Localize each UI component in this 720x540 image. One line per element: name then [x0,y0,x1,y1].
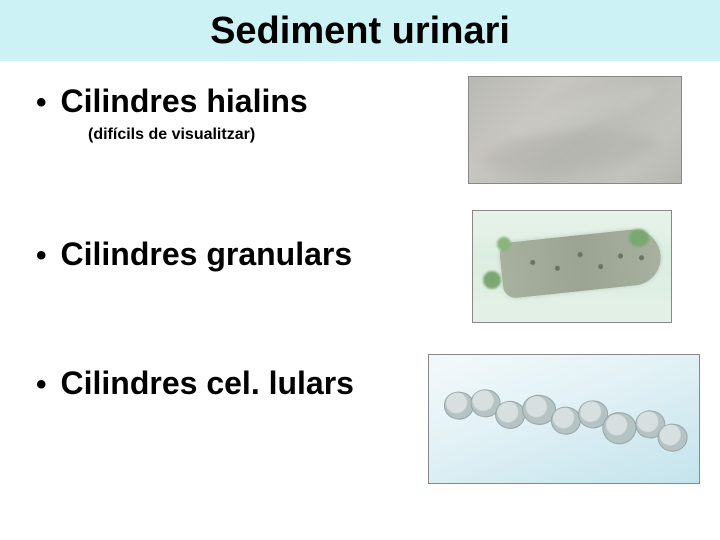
cell [656,422,690,454]
title-bar: Sediment urinari [0,0,720,61]
micrograph-granular [472,210,672,323]
cell-blob [497,237,511,251]
cell-blob [629,229,649,247]
item-label: Cilindres granulars [61,236,353,273]
cell [493,399,527,431]
cellular-cast-shape [439,368,696,472]
item-label: Cilindres hialins [61,83,308,120]
slide-title: Sediment urinari [0,10,720,53]
bullet-icon: • [36,241,47,271]
cell-blob [483,271,501,289]
bullet-icon: • [36,370,47,400]
micrograph-hyaline [468,76,682,184]
micrograph-cellular [428,354,700,484]
bullet-icon: • [36,88,47,118]
item-label: Cilindres cel. lulars [61,365,354,402]
